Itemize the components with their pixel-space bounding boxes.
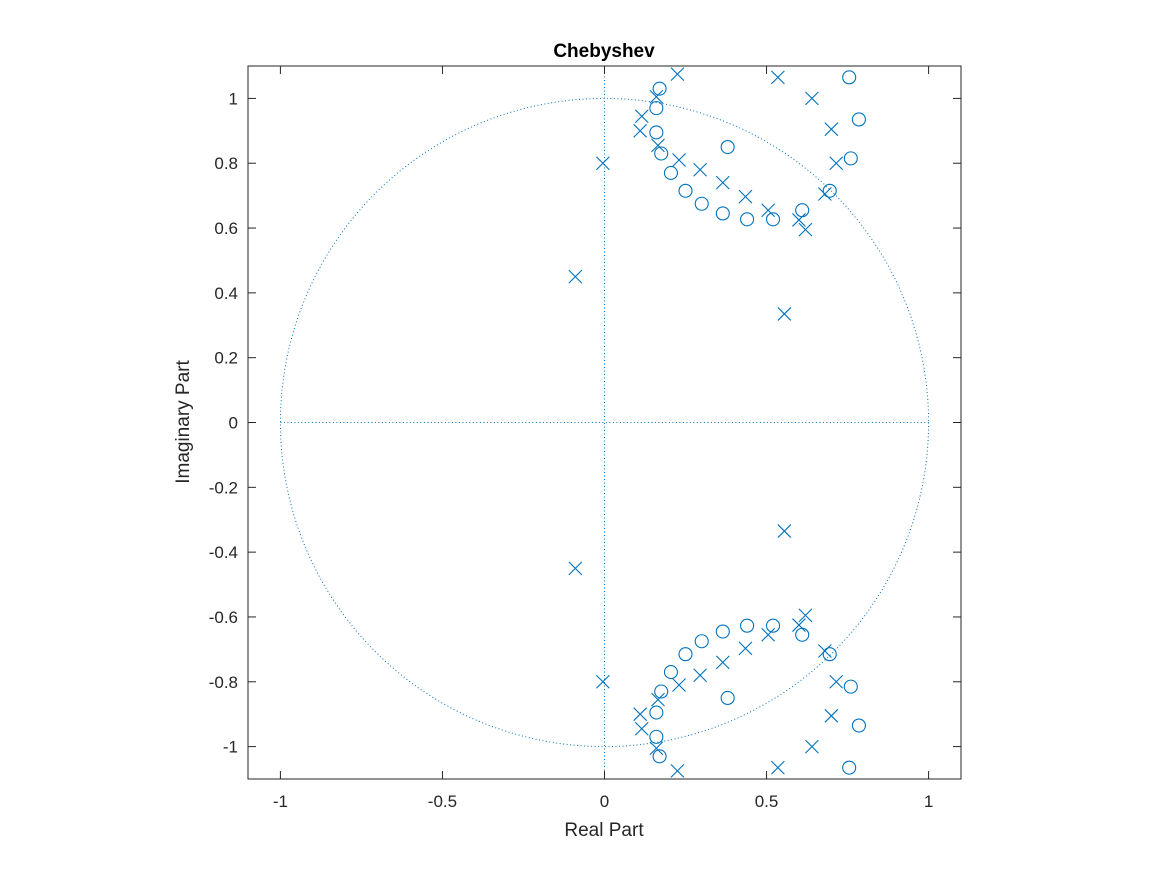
x-tick-label: -1 [273,792,288,811]
zero-marker [842,70,857,85]
y-tick-label: 0.4 [214,284,238,303]
x-tick-label: 0.5 [755,792,779,811]
zero-marker [649,125,664,140]
pole-marker [595,674,610,689]
pole-marker [805,739,819,754]
pole-marker [715,655,730,670]
y-tick-label: -0.8 [209,673,238,692]
pole-marker [798,608,813,623]
tick-marks [248,66,961,779]
zero-marker [649,705,664,720]
pole-marker [824,708,839,723]
pole-marker [693,668,707,683]
y-tick-label: -0.6 [209,608,238,627]
zero-marker [720,690,735,706]
pole-marker [634,109,649,124]
zero-marker [740,212,755,227]
zero-marker [843,151,858,166]
x-axis-label: Real Part [564,820,644,841]
zero-marker [649,101,664,116]
zero-marker [694,634,709,649]
x-tick-label: 1 [924,792,933,811]
zero-marker [843,679,858,694]
pole-marker [672,153,686,167]
pole-marker [634,721,649,736]
pole-marker [798,222,813,237]
y-tick-label: -0.2 [209,478,238,497]
pole-marker [792,618,806,632]
pole-marker [738,641,753,656]
tick-labels: -1 -0.5 0 0.5 1 -1 -0.8 -0.6 -0.4 -0.2 0 0.2 0.4 0.6 0… [209,89,934,811]
pole-marker [672,678,686,692]
y-tick-label: -1 [223,738,238,757]
y-tick-label: -0.4 [209,543,238,562]
zero-marker [720,139,735,155]
zero-marker [649,729,664,744]
pole-marker [670,764,685,778]
zero-marker [652,749,667,764]
zero-marker [715,206,730,221]
pole-marker [738,189,753,204]
pole-marker [568,561,583,576]
pole-marker [777,307,792,321]
y-tick-label: 0.2 [214,349,238,368]
y-axis-label: Imaginary Part [173,360,194,484]
pole-marker [633,707,648,722]
zero-marker [842,760,857,775]
pole-marker [595,156,610,171]
zero-marker [822,183,837,198]
pole-marker [824,122,839,137]
zero-marker [765,618,781,633]
zero-marker [654,146,669,161]
pole-marker [649,741,664,756]
pole-marker [829,156,844,171]
pole-marker [693,162,707,177]
pole-marker [829,674,844,689]
zero-marker [654,684,669,699]
pole-marker [817,187,832,201]
pole-marker [649,89,664,104]
x-tick-label: 0 [600,792,609,811]
pole-marker [670,67,685,81]
zero-marker [765,212,781,227]
chart-title: Chebyshev [553,41,655,62]
zero-marker [851,718,866,733]
pole-marker [633,123,648,138]
pole-marker [651,138,665,153]
pole-marker [771,760,785,775]
pole-marker [761,203,776,218]
zero-marker [740,618,755,633]
zero-marker [652,81,667,96]
pole-marker [568,269,583,284]
pole-marker [805,91,819,106]
zero-marker [663,664,678,680]
y-tick-label: 0.8 [214,154,238,173]
reference-lines [279,66,930,779]
zero-marker [663,165,678,180]
pole-marker [771,70,785,85]
zero-marker [694,196,709,211]
zero-marker [851,112,866,127]
zero-marker [822,647,837,662]
data-marks [568,67,866,778]
pole-marker [651,692,665,707]
pole-marker [761,627,776,642]
zero-marker [678,183,693,198]
zero-marker [678,647,693,662]
pole-marker [817,644,832,658]
pole-marker [715,175,730,190]
zero-marker [715,624,730,639]
pole-marker [777,524,792,538]
x-tick-label: -0.5 [428,792,457,811]
y-tick-label: 1 [229,89,238,108]
pole-marker [792,213,806,227]
y-tick-label: 0.6 [214,219,238,238]
y-tick-label: 0 [229,414,238,433]
